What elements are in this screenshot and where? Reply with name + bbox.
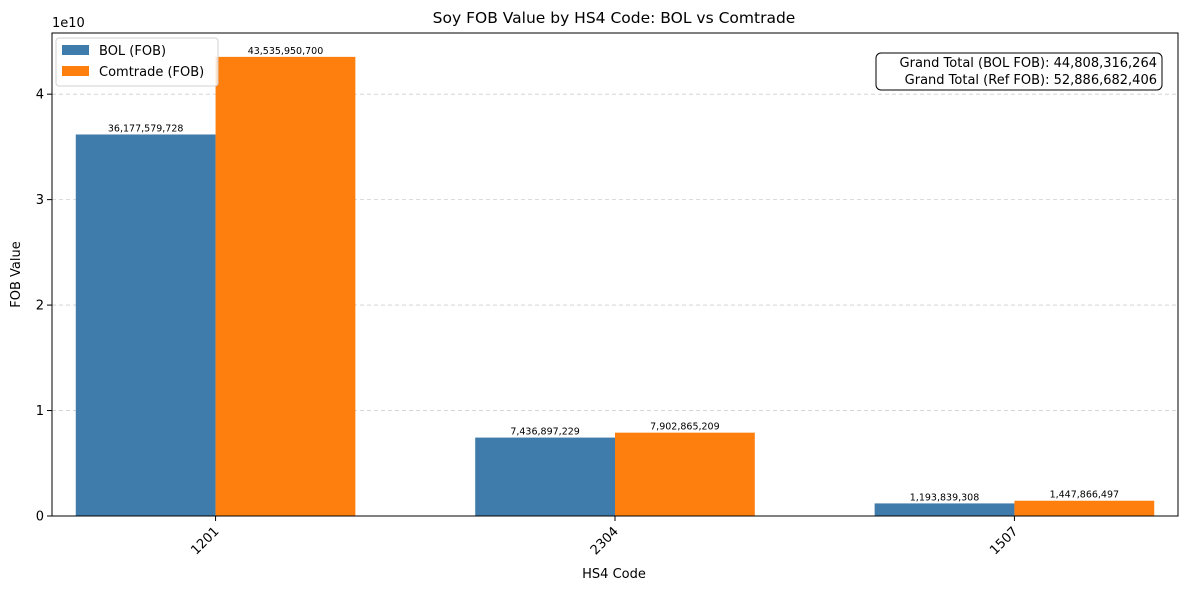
bar-comtrade-1201 (215, 56, 356, 516)
bar-value-label: 1,447,866,497 (1050, 490, 1120, 501)
y-axis-ticks: 0 1 2 3 4 (36, 88, 52, 525)
bar-value-label: 43,535,950,700 (248, 46, 324, 57)
x-axis-label: HS4 Code (582, 567, 646, 582)
grand-total-annotation: Grand Total (BOL FOB): 44,808,316,264 Gr… (875, 52, 1163, 91)
bar-value-label: 7,902,865,209 (650, 422, 720, 433)
legend-swatch-bol (62, 45, 89, 55)
annotation-bol-total: Grand Total (BOL FOB): 44,808,316,264 (900, 56, 1157, 71)
bar-bol-1201 (75, 134, 216, 516)
x-tick-label: 1201 (188, 524, 222, 558)
bar-comtrade-1507 (1014, 500, 1155, 516)
legend-label-comtrade: Comtrade (FOB) (99, 65, 204, 80)
y-tick-label: 2 (36, 299, 44, 314)
legend-label-bol: BOL (FOB) (99, 44, 166, 59)
bar-value-labels: 36,177,579,728 43,535,950,700 7,436,897,22… (108, 46, 1119, 504)
annotation-box (875, 52, 1163, 91)
bar-bol-2304 (475, 437, 615, 516)
y-tick-label: 1 (36, 404, 44, 419)
bar-bol-1507 (874, 503, 1015, 516)
legend: BOL (FOB) Comtrade (FOB) (55, 37, 219, 87)
y-tick-label: 0 (36, 510, 44, 525)
bar-value-label: 1,193,839,308 (910, 492, 980, 503)
x-tick-label: 1507 (987, 524, 1021, 558)
legend-box (55, 37, 219, 87)
chart-title: Soy FOB Value by HS4 Code: BOL vs Comtra… (433, 9, 796, 27)
x-tick-label: 2304 (588, 524, 622, 558)
y-offset-label: 1e10 (52, 16, 85, 31)
x-axis-ticks: 1201 2304 1507 (188, 516, 1021, 558)
y-tick-label: 4 (36, 88, 44, 103)
bar-comtrade-2304 (615, 432, 755, 516)
bar-value-label: 7,436,897,229 (510, 427, 580, 438)
y-axis-label: FOB Value (9, 241, 24, 307)
bars (75, 56, 1155, 516)
legend-swatch-comtrade (62, 66, 89, 76)
grid-lines (52, 93, 1178, 411)
annotation-ref-total: Grand Total (Ref FOB): 52,886,682,406 (905, 73, 1157, 88)
bar-value-label: 36,177,579,728 (108, 123, 184, 134)
y-tick-label: 3 (36, 193, 44, 208)
